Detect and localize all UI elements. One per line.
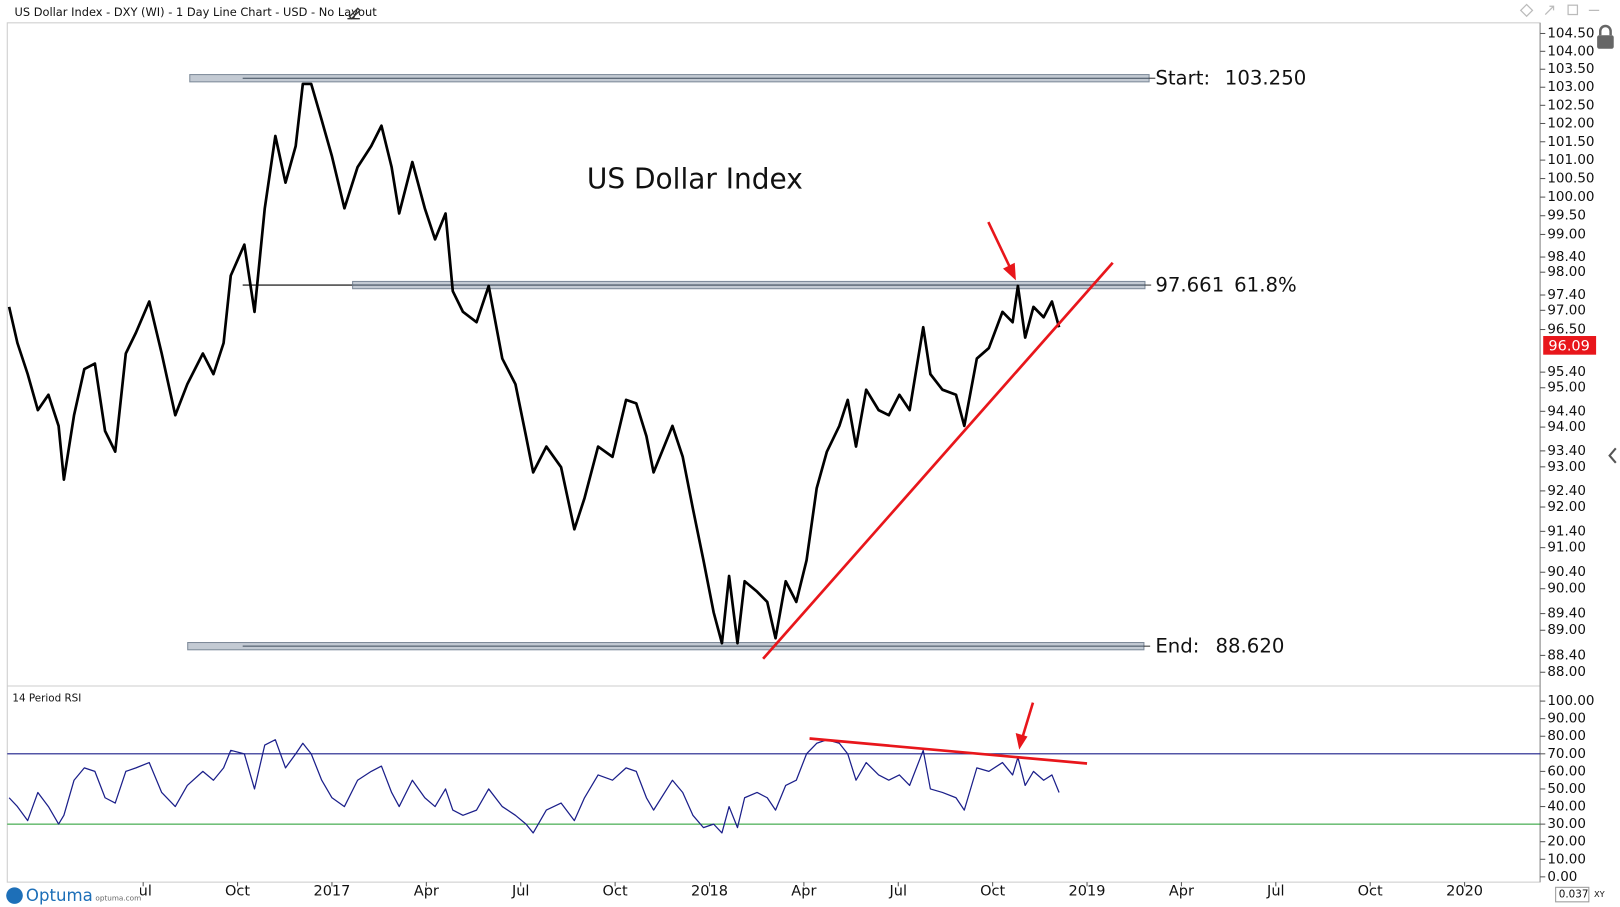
level-label: End: bbox=[1155, 635, 1199, 658]
y-tick-label: 91.40 bbox=[1547, 523, 1586, 539]
y-tick-label: 40.00 bbox=[1547, 799, 1586, 815]
y-tick-label: 93.40 bbox=[1547, 443, 1586, 459]
y-tick-label: 91.00 bbox=[1547, 540, 1586, 556]
chart-title: US Dollar Index bbox=[587, 163, 803, 196]
y-tick-label: 95.00 bbox=[1547, 380, 1586, 396]
y-tick-label: 90.00 bbox=[1547, 581, 1586, 597]
x-tick-label: 2019 bbox=[1069, 883, 1106, 899]
series-line bbox=[7, 82, 1061, 645]
y-tick-label: 0.00 bbox=[1547, 869, 1577, 885]
y-tick-label: 100.00 bbox=[1547, 693, 1594, 709]
logo-text: Optuma bbox=[26, 886, 93, 905]
y-tick-label: 101.50 bbox=[1547, 134, 1594, 150]
y-tick-label: 88.00 bbox=[1547, 664, 1586, 680]
zoom-box[interactable] bbox=[1555, 886, 1590, 903]
y-tick-label: 104.00 bbox=[1547, 43, 1594, 59]
y-tick-label: 102.00 bbox=[1547, 115, 1594, 131]
y-tick-label: 92.00 bbox=[1547, 499, 1586, 515]
y-tick-label: 98.00 bbox=[1547, 264, 1586, 280]
footer: Optuma optuma.com 0.037 XY bbox=[0, 883, 1606, 907]
level-value: 103.250 bbox=[1225, 67, 1306, 90]
y-tick-label: 103.00 bbox=[1547, 79, 1594, 95]
y-tick-label: 95.40 bbox=[1547, 364, 1586, 380]
y-tick-label: 99.00 bbox=[1547, 226, 1586, 242]
y-tick-label: 20.00 bbox=[1547, 834, 1586, 850]
last-value-tag bbox=[1543, 336, 1597, 355]
rsi-arrow bbox=[1015, 702, 1035, 750]
logo-background bbox=[0, 883, 141, 907]
price-arrow bbox=[987, 221, 1016, 281]
level-value: 97.661 bbox=[1155, 274, 1224, 297]
zoom-value: 0.037 bbox=[1559, 889, 1589, 901]
y-tick-label: 97.40 bbox=[1547, 287, 1586, 303]
x-tick-label: Apr bbox=[791, 883, 816, 899]
y-tick-label: 104.50 bbox=[1547, 25, 1594, 41]
y-tick-label: 80.00 bbox=[1547, 728, 1586, 744]
y-tick-label: 30.00 bbox=[1547, 816, 1586, 832]
y-tick-label: 102.50 bbox=[1547, 97, 1594, 113]
logo-site: optuma.com bbox=[95, 894, 141, 903]
y-tick-label: 98.40 bbox=[1547, 249, 1586, 265]
last-value-label: 96.09 bbox=[1548, 338, 1590, 354]
y-tick-label: 101.00 bbox=[1547, 152, 1594, 168]
level-label: Start: bbox=[1155, 67, 1210, 90]
y-tick-label: 94.00 bbox=[1547, 419, 1586, 435]
y-tick-label: 94.40 bbox=[1547, 403, 1586, 419]
x-tick-label: Apr bbox=[414, 883, 439, 899]
y-tick-label: 99.50 bbox=[1547, 208, 1586, 224]
x-tick-label: Jul bbox=[1266, 883, 1285, 899]
x-tick-label: 2018 bbox=[691, 883, 728, 899]
y-tick-label: 103.50 bbox=[1547, 61, 1594, 77]
y-tick-label: 96.50 bbox=[1547, 322, 1586, 338]
level-label: 61.8% bbox=[1234, 274, 1297, 297]
y-tick-label: 89.40 bbox=[1547, 606, 1586, 622]
x-tick-label: Jul bbox=[889, 883, 908, 899]
level-value: 88.620 bbox=[1215, 635, 1284, 658]
y-tick-label: 100.00 bbox=[1547, 189, 1594, 205]
x-tick-label: Oct bbox=[225, 883, 250, 899]
x-tick-label: Oct bbox=[980, 883, 1005, 899]
series-line bbox=[8, 739, 1060, 834]
y-tick-label: 50.00 bbox=[1547, 781, 1586, 797]
y-tick-label: 89.00 bbox=[1547, 622, 1586, 638]
x-tick-label: 2020 bbox=[1446, 883, 1483, 899]
y-tick-label: 100.50 bbox=[1547, 171, 1594, 187]
edit-icon[interactable] bbox=[347, 7, 361, 20]
y-tick-label: 93.00 bbox=[1547, 459, 1586, 475]
window-icons[interactable] bbox=[1519, 3, 1600, 18]
x-tick-label: Oct bbox=[603, 883, 628, 899]
y-tick-label: 97.00 bbox=[1547, 302, 1586, 318]
x-tick-label: Oct bbox=[1358, 883, 1383, 899]
x-tick-label: Apr bbox=[1169, 883, 1194, 899]
panel-title: 14 Period RSI bbox=[12, 692, 81, 704]
y-tick-label: 60.00 bbox=[1547, 763, 1586, 779]
x-tick-label: 2017 bbox=[313, 883, 350, 899]
y-tick-label: 70.00 bbox=[1547, 746, 1586, 762]
collapse-icon[interactable] bbox=[1608, 447, 1617, 464]
y-tick-label: 88.40 bbox=[1547, 647, 1586, 663]
trendline bbox=[762, 261, 1114, 660]
y-tick-label: 90.40 bbox=[1547, 564, 1586, 580]
trendline bbox=[809, 737, 1088, 765]
y-tick-label: 10.00 bbox=[1547, 851, 1586, 867]
y-tick-label: 90.00 bbox=[1547, 711, 1586, 727]
logo-mark bbox=[6, 887, 23, 904]
zoom-mode[interactable]: XY bbox=[1594, 889, 1606, 899]
x-tick-label: Jul bbox=[511, 883, 530, 899]
lock-icon[interactable] bbox=[1597, 24, 1614, 49]
y-tick-label: 92.40 bbox=[1547, 483, 1586, 499]
marks: 88.0088.4089.0089.4090.0090.4091.0091.40… bbox=[7, 25, 1597, 899]
header-title: US Dollar Index - DXY (WI) - 1 Day Line … bbox=[15, 5, 378, 19]
